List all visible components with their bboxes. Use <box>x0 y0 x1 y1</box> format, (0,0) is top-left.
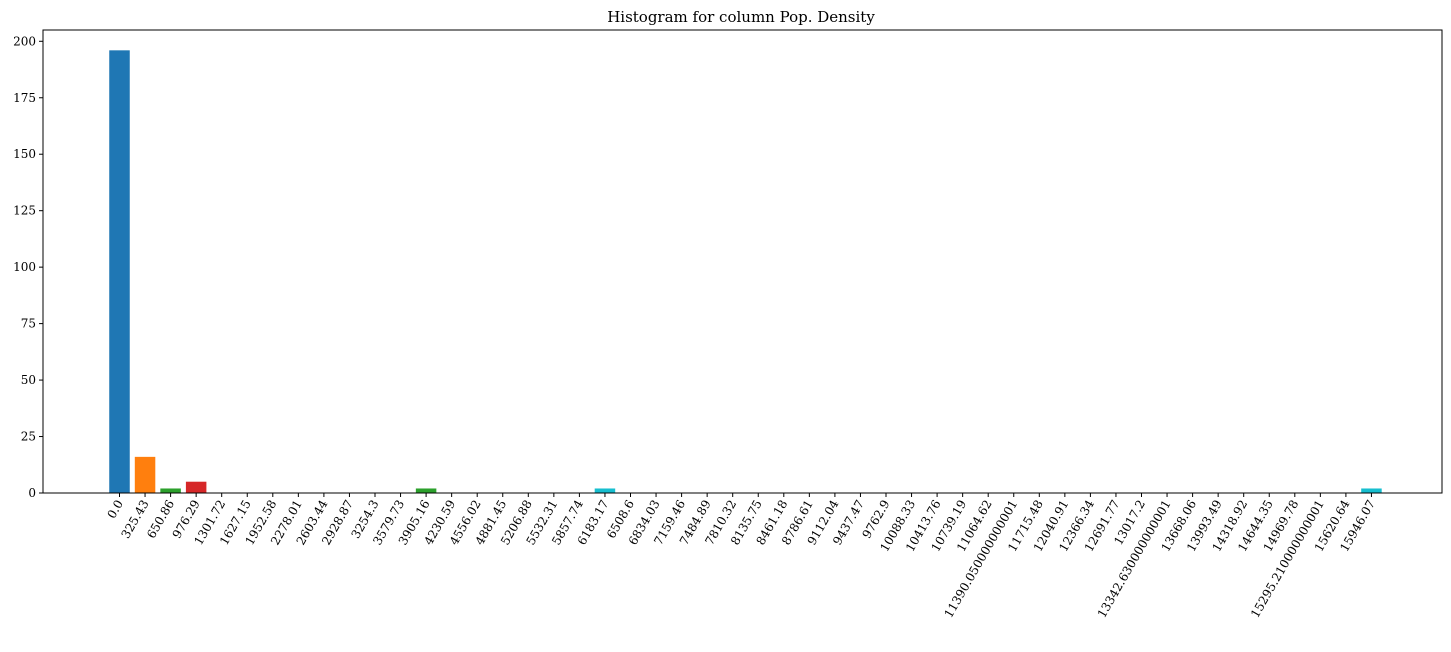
y-tick-label: 0 <box>28 486 36 500</box>
axes-frame <box>42 29 1443 494</box>
y-axis: 0 25 50 75 100 125 150 175 200 <box>13 34 43 500</box>
bar <box>160 488 181 493</box>
y-tick-label: 100 <box>13 260 36 274</box>
y-tick-label: 150 <box>13 147 36 161</box>
y-tick-label: 200 <box>13 34 36 48</box>
bar <box>1361 488 1382 493</box>
y-tick-label: 75 <box>21 317 36 331</box>
y-tick-label: 175 <box>13 91 36 105</box>
bar <box>185 481 207 493</box>
bar <box>134 456 156 493</box>
bar <box>594 488 616 493</box>
y-tick-label: 125 <box>13 204 36 218</box>
bar <box>415 488 437 493</box>
chart-title: Histogram for column Pop. Density <box>607 8 875 26</box>
y-tick-label: 50 <box>21 373 36 387</box>
bar-group <box>109 50 1382 493</box>
y-tick-label: 25 <box>21 430 36 444</box>
bar <box>109 50 130 493</box>
